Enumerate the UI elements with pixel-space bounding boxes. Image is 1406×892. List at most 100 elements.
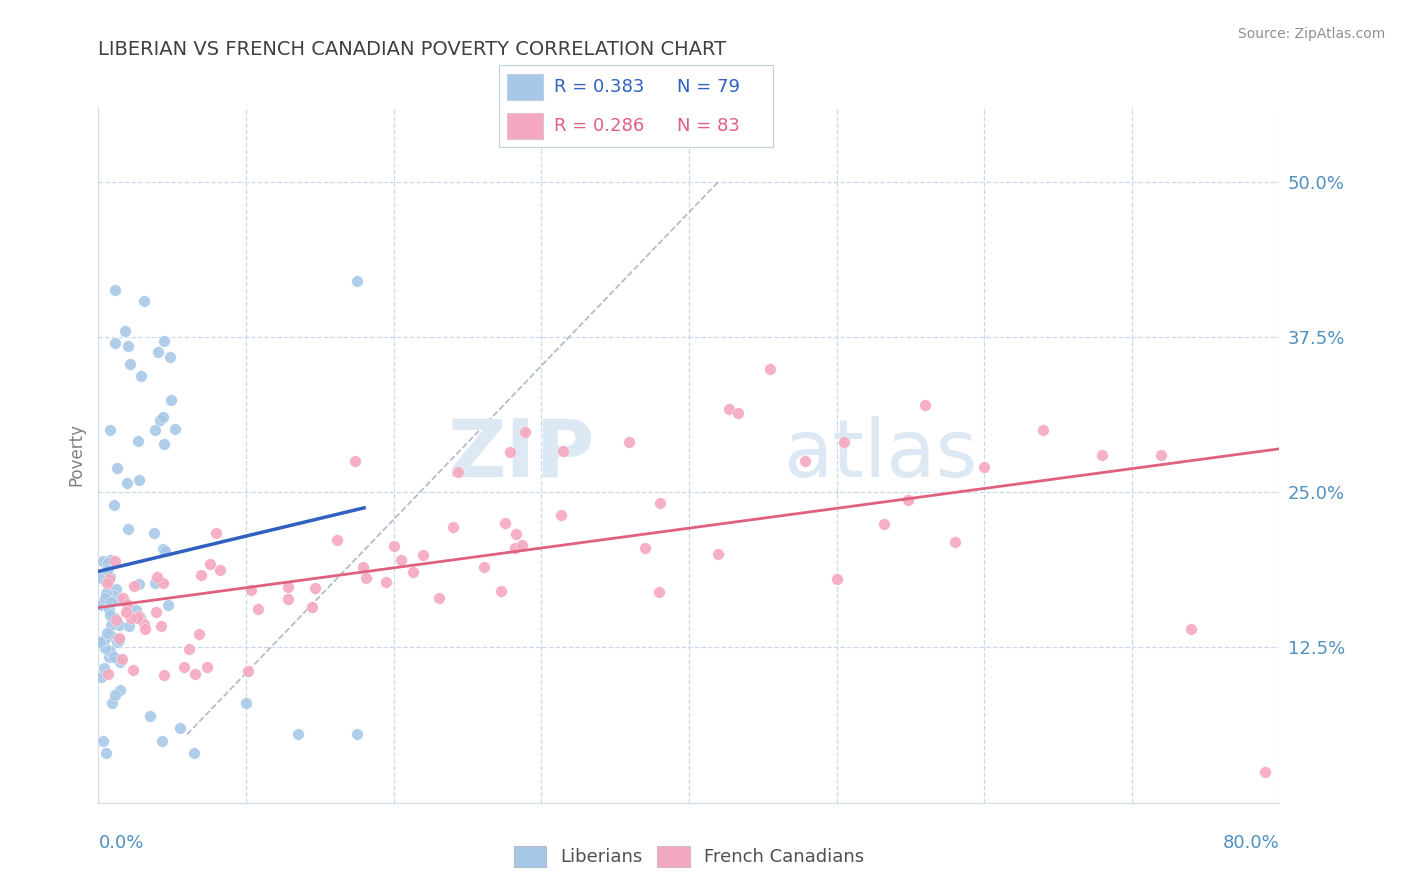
Point xyxy=(512,539,534,553)
Point xyxy=(104,689,127,703)
Text: R = 0.383: R = 0.383 xyxy=(554,78,644,96)
Text: 0.0%: 0.0% xyxy=(98,834,143,852)
Point xyxy=(352,560,374,574)
Point xyxy=(98,423,121,437)
Text: 80.0%: 80.0% xyxy=(1223,834,1279,852)
Point xyxy=(873,516,896,531)
Point xyxy=(550,508,572,522)
Point xyxy=(205,526,228,541)
Point xyxy=(354,571,377,585)
Point xyxy=(114,324,136,338)
Point xyxy=(142,526,165,541)
Point xyxy=(134,623,156,637)
Point xyxy=(173,660,195,674)
Point xyxy=(129,610,152,624)
Point xyxy=(179,642,201,657)
Point xyxy=(143,575,166,590)
Point xyxy=(153,334,176,348)
Point xyxy=(103,589,125,603)
Point xyxy=(105,635,128,649)
Text: R = 0.286: R = 0.286 xyxy=(554,117,644,135)
Text: N = 83: N = 83 xyxy=(678,117,740,135)
Point xyxy=(832,435,855,450)
Point xyxy=(114,605,136,619)
Point xyxy=(132,617,155,632)
Point xyxy=(139,708,162,723)
Point xyxy=(104,336,127,351)
Point xyxy=(94,641,117,656)
FancyBboxPatch shape xyxy=(508,74,543,101)
Point xyxy=(794,454,817,468)
Point xyxy=(108,682,131,697)
Point xyxy=(152,575,174,590)
Point xyxy=(238,664,260,678)
Point xyxy=(93,661,115,675)
Point xyxy=(389,552,412,566)
Point xyxy=(100,629,122,643)
Point xyxy=(97,649,120,664)
Point xyxy=(195,659,218,673)
Point xyxy=(108,655,131,669)
Point xyxy=(124,602,146,616)
Point xyxy=(246,602,269,616)
Point xyxy=(127,609,149,624)
Point xyxy=(103,650,125,665)
Point xyxy=(98,644,121,658)
Point xyxy=(190,567,212,582)
Point xyxy=(115,475,138,490)
Point xyxy=(374,574,396,589)
Point xyxy=(304,581,326,595)
Point xyxy=(503,541,526,556)
Point xyxy=(98,572,121,586)
Point xyxy=(412,548,434,562)
Point xyxy=(127,611,149,625)
Point xyxy=(727,406,749,420)
Point xyxy=(156,598,179,612)
Point xyxy=(169,721,191,735)
Point xyxy=(343,454,366,468)
Point xyxy=(97,667,120,681)
Point xyxy=(897,492,920,507)
Point xyxy=(505,526,527,541)
Point xyxy=(107,633,129,648)
Point xyxy=(105,582,128,596)
Point xyxy=(101,696,124,710)
Point xyxy=(93,632,115,647)
Point xyxy=(117,339,139,353)
Point xyxy=(401,566,423,580)
Point xyxy=(100,618,122,632)
Point xyxy=(287,727,309,741)
Point xyxy=(346,727,368,741)
Point xyxy=(91,733,114,747)
Point xyxy=(973,460,995,475)
Point xyxy=(1150,448,1173,462)
Point xyxy=(118,619,141,633)
Point xyxy=(551,444,574,458)
Point xyxy=(90,669,112,683)
Point xyxy=(104,283,127,297)
Point xyxy=(104,611,127,625)
Point xyxy=(98,602,121,616)
Point xyxy=(499,445,522,459)
Point xyxy=(382,539,405,553)
Point xyxy=(122,663,145,677)
Point xyxy=(96,576,118,591)
Point xyxy=(159,350,181,364)
Point xyxy=(183,667,205,681)
Point xyxy=(89,634,111,648)
Point xyxy=(152,410,174,425)
Point xyxy=(105,460,128,475)
Point xyxy=(825,572,848,586)
Point xyxy=(943,535,966,549)
Point xyxy=(209,564,232,578)
Point xyxy=(129,368,152,383)
Point xyxy=(108,618,131,632)
Point xyxy=(634,541,657,555)
Point xyxy=(277,592,299,607)
Text: N = 79: N = 79 xyxy=(678,78,741,96)
Point xyxy=(117,523,139,537)
Point xyxy=(127,434,149,448)
Point xyxy=(103,498,125,512)
Point xyxy=(1254,764,1277,779)
Point xyxy=(98,570,121,584)
